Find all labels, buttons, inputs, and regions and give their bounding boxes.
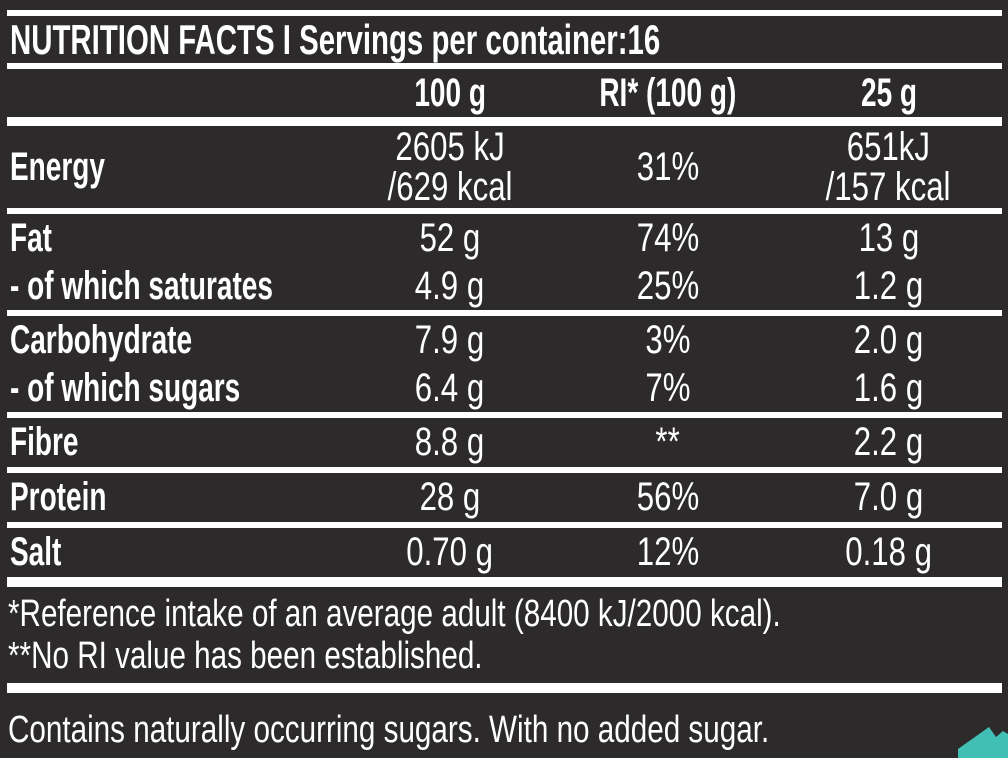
- nutrient-name: Fibre: [10, 420, 79, 464]
- column-header-100g: 100 g: [413, 70, 486, 115]
- footnote-reference-intake: *Reference intake of an average adult (8…: [8, 593, 781, 635]
- value-100g: 7.9 g: [415, 317, 485, 362]
- divider: [7, 522, 1002, 528]
- top-rule: [7, 10, 1002, 16]
- divider: [7, 310, 1002, 316]
- value-100g: 28 g: [419, 475, 481, 519]
- footnotes-bottom-rule: [7, 683, 1002, 693]
- nutrient-name: Salt: [10, 530, 62, 574]
- column-header-row: 100 g RI* (100 g) 25 g: [7, 69, 1002, 117]
- value-100g: 0.70 g: [406, 530, 494, 574]
- table-row-fat: Fat 52 g 74% 13 g: [7, 214, 1002, 262]
- table-row-saturates: - of which saturates 4.9 g 25% 1.2 g: [7, 262, 1002, 310]
- value-25g: 1.6 g: [853, 365, 924, 410]
- value-100g: 4.9 g: [415, 263, 485, 308]
- table-row-fibre: Fibre 8.8 g ** 2.2 g: [7, 418, 1002, 467]
- table-row-carbohydrate: Carbohydrate 7.9 g 3% 2.0 g: [7, 316, 1002, 364]
- value-25g: 7.0 g: [853, 475, 924, 519]
- table-row-sugars: - of which sugars 6.4 g 7% 1.6 g: [7, 364, 1002, 412]
- nutrient-name: - of which saturates: [10, 263, 273, 308]
- column-header-ri: RI* (100 g): [599, 70, 737, 115]
- footnote-no-ri: **No RI value has been established.: [8, 635, 483, 677]
- nutrient-name: Energy: [10, 144, 105, 189]
- nutrient-name: Protein: [10, 475, 107, 519]
- divider: [7, 208, 1002, 214]
- divider: [7, 467, 1002, 473]
- title-bar: NUTRITION FACTS I Servings per container…: [7, 16, 1002, 63]
- value-ri: 7%: [645, 365, 691, 410]
- footnotes: *Reference intake of an average adult (8…: [7, 587, 1002, 683]
- value-25g: 651kJ /157 kcal: [826, 125, 951, 209]
- nutrient-name: Carbohydrate: [10, 317, 193, 362]
- value-ri: 25%: [636, 263, 699, 308]
- value-25g: 13 g: [858, 215, 919, 260]
- nutrient-name: Fat: [10, 215, 52, 260]
- table-row-energy: Energy 2605 kJ /629 kcal 31% 651kJ /157 …: [7, 126, 1002, 208]
- page-title: NUTRITION FACTS I Servings per container…: [10, 15, 661, 63]
- value-25g: 0.18 g: [845, 530, 932, 574]
- value-25g: 2.2 g: [853, 420, 924, 464]
- column-header-25g: 25 g: [860, 70, 917, 115]
- value-25g: 2.0 g: [853, 317, 924, 362]
- sugar-note: Contains naturally occurring sugars. Wit…: [8, 709, 770, 751]
- value-ri: **: [655, 420, 680, 464]
- divider: [7, 412, 1002, 418]
- value-100g: 6.4 g: [415, 365, 485, 410]
- nutrient-name: - of which sugars: [10, 365, 241, 410]
- table-row-salt: Salt 0.70 g 12% 0.18 g: [7, 528, 1002, 577]
- value-ri: 74%: [636, 215, 699, 260]
- table-bottom-rule: [7, 577, 1002, 587]
- title-bottom-rule: [7, 63, 1002, 69]
- value-100g: 8.8 g: [415, 420, 485, 464]
- value-100g: 2605 kJ /629 kcal: [387, 125, 513, 209]
- value-25g: 1.2 g: [853, 263, 924, 308]
- value-100g: 52 g: [419, 215, 481, 260]
- value-ri: 3%: [645, 317, 691, 362]
- value-ri: 31%: [636, 144, 699, 189]
- teal-corner-graphic: [958, 727, 1008, 758]
- value-ri: 56%: [636, 475, 699, 519]
- header-divider: [7, 117, 1002, 126]
- value-ri: 12%: [636, 530, 699, 574]
- table-row-protein: Protein 28 g 56% 7.0 g: [7, 473, 1002, 522]
